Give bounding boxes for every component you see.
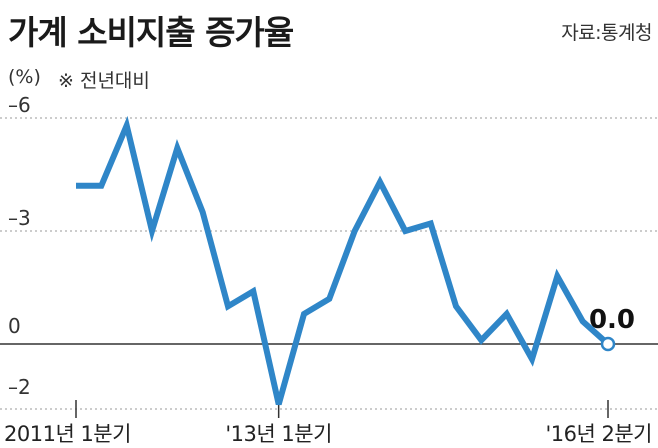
y-tick-label: 0 (8, 314, 21, 338)
x-tick-label: '16년 2분기 (546, 422, 653, 446)
note-label: ※ 전년대비 (58, 70, 150, 92)
x-tick-label: '13년 1분기 (225, 422, 332, 446)
data-label: 0.0 (589, 305, 635, 335)
y-tick-labels: –6 –3 0 –2 (8, 93, 31, 399)
source-label: 자료:통계청 (561, 22, 652, 44)
last-point-marker (600, 336, 616, 352)
grid-lines (0, 117, 658, 410)
chart-title: 가계 소비지출 증가율 (8, 13, 294, 52)
series-lines (76, 115, 610, 406)
y-tick-label: –6 (8, 93, 31, 117)
x-tick-label: 2011년 1분기 (4, 422, 131, 446)
series-line (76, 115, 610, 406)
x-tick-labels: 2011년 1분기 '13년 1분기 '16년 2분기 (4, 400, 653, 446)
unit-label: (%) (8, 66, 41, 88)
y-tick-label: –3 (8, 206, 31, 230)
y-tick-label: –2 (8, 375, 31, 399)
annotations: 0.0 (589, 305, 635, 352)
